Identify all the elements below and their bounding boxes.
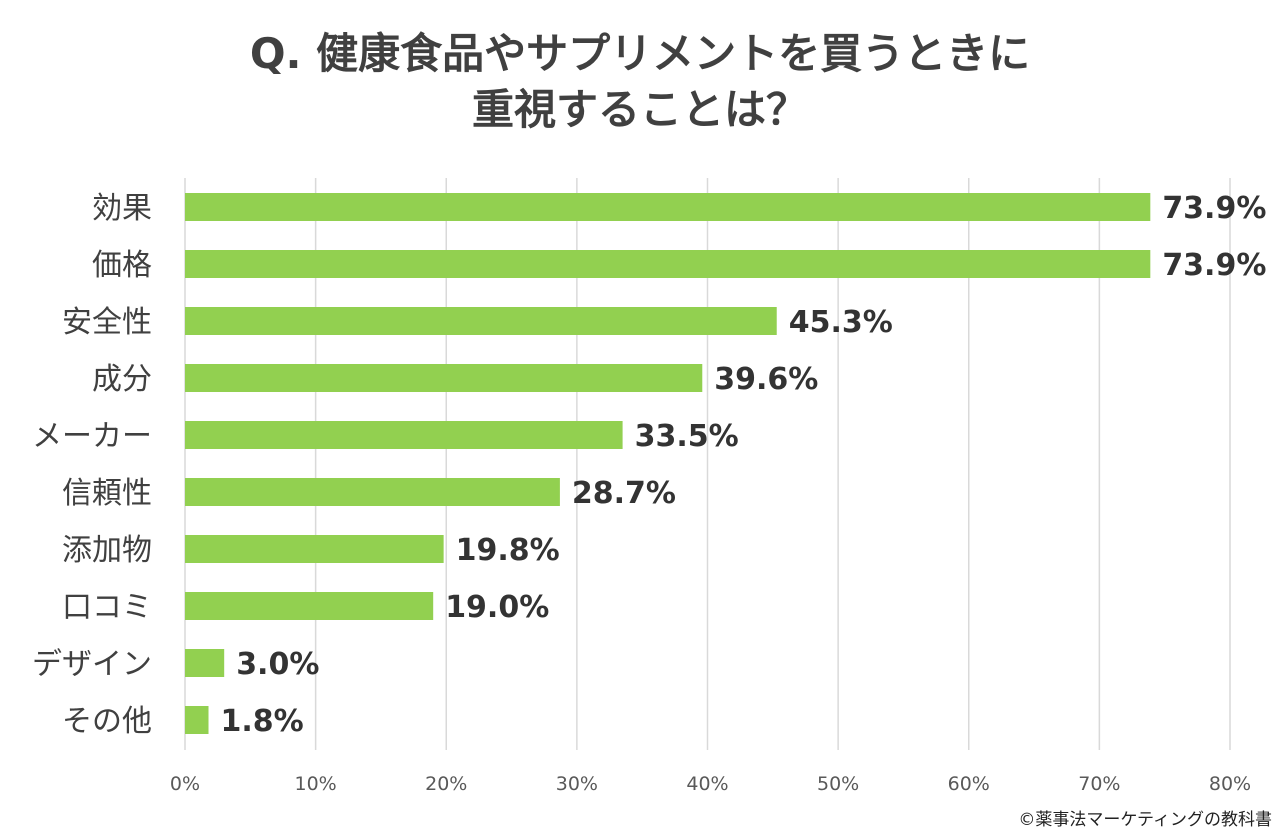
category-label: メーカー [32,419,152,454]
x-tick-label: 50% [817,773,859,795]
data-label: 73.9% [1162,191,1266,226]
category-label: デザイン [32,647,152,682]
copyright-notice: ©薬事法マーケティングの教科書 [1018,810,1272,830]
bar [185,478,560,506]
bar [185,193,1151,221]
category-label: 安全性 [62,305,152,340]
chart-title-line-1: Q. 健康食品やサプリメントを買うときに [249,29,1031,78]
data-label: 28.7% [572,476,676,511]
bar [185,421,623,449]
data-label: 33.5% [635,419,739,454]
category-label: その他 [62,704,152,739]
x-axis-ticks: 0% 10% 20% 30% 40% 50% 60% 70% 80% [170,773,1251,795]
x-tick-label: 30% [556,773,598,795]
chart-title: Q. 健康食品やサプリメントを買うときに 重視することは？ [0,26,1280,138]
category-label: 信頼性 [62,476,152,511]
data-label: 45.3% [789,305,893,340]
bar [185,250,1151,278]
bar [185,649,225,677]
labels: 効果 73.9% 価格 73.9% 安全性 45.3% 成分 39.6% メーカー 33.5% 信頼… [32,191,1266,739]
category-label: 効果 [92,191,152,226]
data-label: 19.0% [445,590,549,625]
x-tick-label: 40% [686,773,728,795]
category-label: 口コミ [62,590,152,625]
data-label: 39.6% [714,362,818,397]
x-tick-label: 10% [295,773,337,795]
bar [185,706,209,734]
data-label: 73.9% [1162,248,1266,283]
x-tick-label: 70% [1078,773,1120,795]
data-label: 1.8% [221,704,304,739]
bar [185,592,434,620]
chart-title-line-2: 重視することは？ [471,85,808,134]
category-label: 価格 [92,248,152,283]
bars [185,193,1151,734]
x-tick-label: 60% [948,773,990,795]
x-tick-label: 80% [1209,773,1251,795]
data-label: 3.0% [236,647,319,682]
bar [185,535,444,563]
x-tick-label: 0% [170,773,200,795]
bar [185,364,703,392]
category-label: 添加物 [62,533,152,568]
x-tick-label: 20% [425,773,467,795]
category-label: 成分 [92,362,152,397]
bar [185,307,777,335]
data-label: 19.8% [456,533,560,568]
